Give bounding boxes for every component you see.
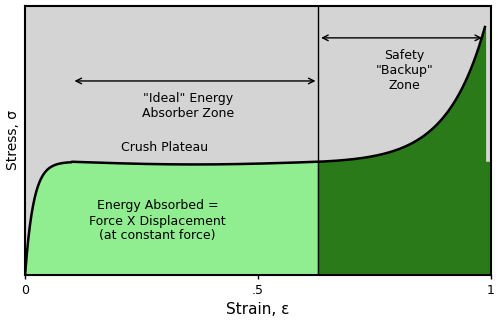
Text: "Ideal" Energy
Absorber Zone: "Ideal" Energy Absorber Zone	[142, 92, 234, 120]
Text: Energy Absorbed =
Force X Displacement
(at constant force): Energy Absorbed = Force X Displacement (…	[90, 200, 226, 243]
Y-axis label: Stress, σ: Stress, σ	[6, 110, 20, 170]
X-axis label: Strain, ε: Strain, ε	[226, 302, 290, 318]
Text: Safety
"Backup"
Zone: Safety "Backup" Zone	[376, 49, 434, 92]
Text: Crush Plateau: Crush Plateau	[121, 141, 208, 154]
